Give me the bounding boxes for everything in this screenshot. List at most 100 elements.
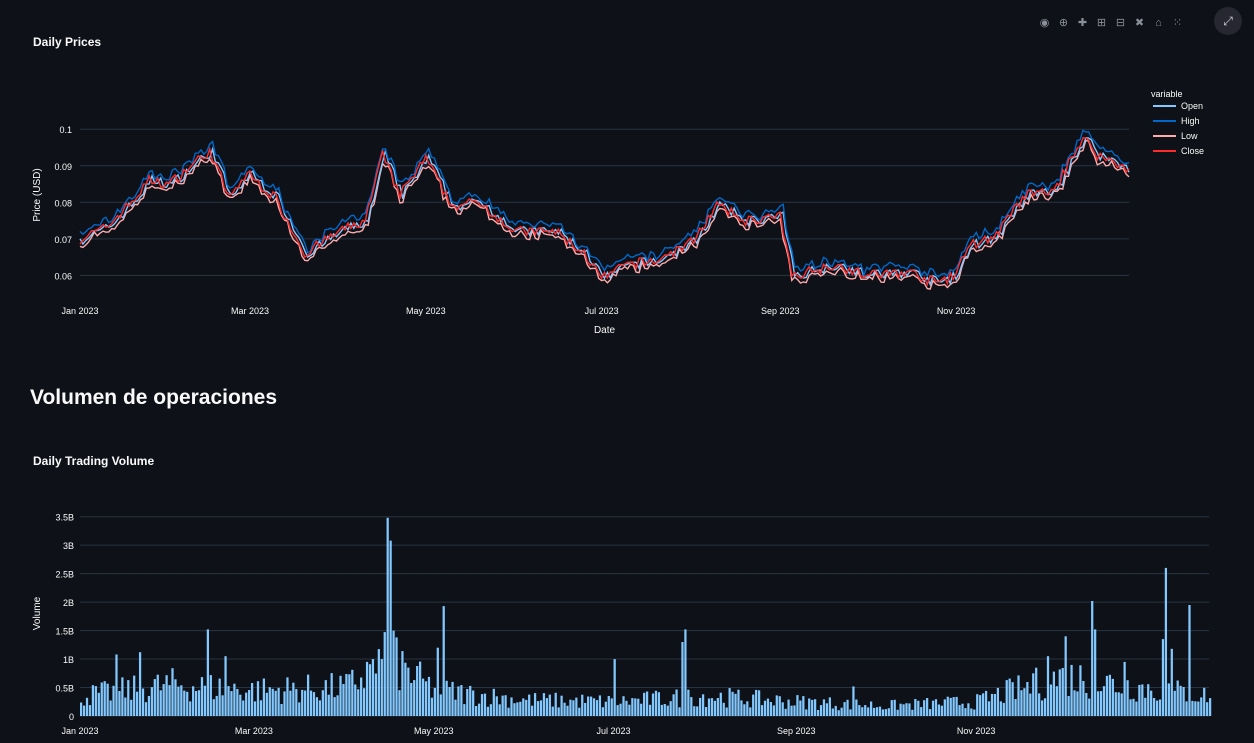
volume-bar	[1064, 636, 1067, 716]
volume-bar	[536, 701, 540, 716]
volume-bar	[657, 692, 661, 716]
volume-bar	[389, 540, 392, 716]
volume-bar	[902, 704, 905, 716]
plotly-logo-icon[interactable]: ⁙	[1172, 16, 1183, 29]
volume-bar	[162, 684, 165, 716]
volume-bar	[133, 675, 136, 716]
volume-bar	[752, 694, 755, 716]
volume-bar	[348, 674, 351, 716]
volume-bar	[743, 704, 746, 716]
volume-bar	[769, 702, 773, 716]
price-x-tick: Sep 2023	[761, 306, 800, 316]
pan-icon[interactable]: ✚	[1077, 16, 1088, 29]
volume-bar	[893, 699, 896, 716]
volume-bar	[870, 701, 873, 716]
volume-bar	[253, 701, 257, 716]
volume-bar	[684, 629, 687, 716]
volume-bar	[436, 647, 439, 716]
volume-bar	[999, 701, 1002, 716]
volume-bar	[793, 705, 796, 716]
volume-bar	[607, 696, 610, 716]
volume-bar	[401, 651, 404, 716]
price-series-low	[79, 139, 1130, 290]
autoscale-icon[interactable]: ✖	[1134, 16, 1145, 29]
volume-bar	[153, 679, 156, 716]
volume-bar	[849, 709, 852, 716]
volume-bar	[398, 690, 401, 716]
volume-bar	[1141, 684, 1144, 716]
volume-bar	[410, 683, 413, 716]
volume-bar	[967, 703, 970, 716]
volume-x-tick: Jan 2023	[61, 726, 98, 736]
price-series-open	[79, 137, 1130, 287]
volume-bar	[118, 691, 121, 716]
volume-bar	[1002, 702, 1005, 716]
volume-bar	[82, 705, 86, 716]
volume-bar	[1158, 699, 1162, 716]
volume-bar	[628, 704, 631, 716]
volume-bar	[124, 697, 127, 716]
volume-bar	[622, 696, 625, 716]
volume-bar	[1144, 697, 1147, 716]
volume-bar	[1191, 700, 1194, 716]
volume-bar	[1043, 698, 1047, 716]
home-icon[interactable]: ⌂	[1155, 16, 1162, 29]
volume-bar	[852, 686, 855, 716]
volume-bar	[233, 683, 236, 716]
volume-bar	[283, 691, 286, 716]
volume-bar	[884, 709, 887, 716]
volume-bar	[763, 700, 767, 716]
volume-bar	[430, 697, 434, 716]
volume-bar	[937, 704, 941, 716]
volume-bar	[427, 676, 431, 716]
volume-bar	[1094, 629, 1097, 716]
volume-bar	[595, 700, 599, 716]
volume-bar	[934, 699, 938, 716]
volume-bar	[324, 680, 327, 716]
volume-bar	[1079, 665, 1082, 716]
volume-bar	[442, 606, 445, 716]
volume-x-tick: May 2023	[414, 726, 454, 736]
volume-bar	[846, 699, 849, 716]
volume-bar	[85, 697, 89, 716]
volume-bar	[1132, 698, 1135, 716]
zoom-icon[interactable]: ⊕	[1058, 16, 1069, 29]
volume-bar	[551, 706, 554, 716]
volume-bar	[1200, 697, 1203, 716]
volume-bar	[177, 686, 180, 716]
volume-bar	[330, 673, 333, 716]
volume-bar	[1108, 674, 1112, 716]
volume-bar	[542, 693, 546, 716]
volume-bar	[917, 700, 920, 716]
volume-bar	[203, 685, 207, 716]
volume-bar	[669, 701, 672, 716]
price-y-tick: 0.09	[54, 162, 72, 172]
zoom-in-icon[interactable]: ⊞	[1096, 16, 1107, 29]
volume-bar	[100, 682, 103, 716]
volume-bar	[280, 704, 283, 716]
volume-bar	[507, 707, 510, 716]
volume-bar	[466, 689, 469, 716]
volume-bar	[383, 632, 386, 716]
volume-bar	[982, 693, 985, 716]
volume-bar	[979, 695, 982, 716]
volume-bar	[448, 687, 451, 716]
volume-bar	[374, 673, 378, 716]
camera-icon[interactable]: ◉	[1039, 16, 1050, 29]
price-chart[interactable]: 0.06 0.07 0.08 0.09 0.1 Jan 2023 Mar 2023 May 2…	[0, 0, 1254, 350]
volume-bar	[209, 675, 212, 716]
volume-bar	[1102, 686, 1106, 716]
volume-bar	[1152, 698, 1156, 716]
price-x-tick: Jan 2023	[61, 306, 98, 316]
volume-bar	[690, 697, 693, 716]
volume-bar	[1182, 687, 1185, 716]
fullscreen-button[interactable]: ⤢	[1214, 7, 1242, 35]
volume-bar	[392, 630, 395, 716]
volume-bar	[958, 705, 961, 716]
volume-y-tick: 1.5B	[55, 627, 74, 637]
zoom-out-icon[interactable]: ⊟	[1115, 16, 1126, 29]
volume-bar	[180, 685, 183, 716]
volume-bar	[103, 681, 106, 716]
volume-bar	[339, 675, 342, 716]
